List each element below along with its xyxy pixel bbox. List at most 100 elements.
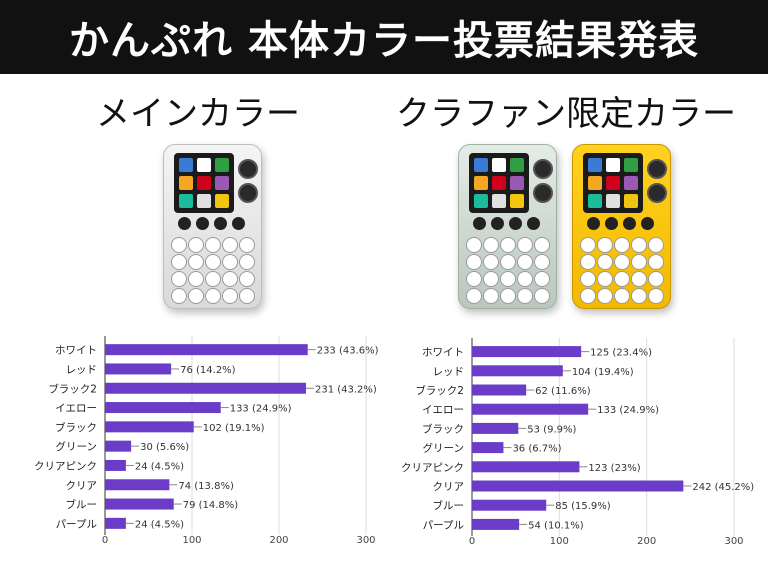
screen-tile [474,176,488,190]
data-label: 233 (43.6%) [317,346,379,357]
data-label: 102 (19.1%) [203,423,265,434]
screen-tile [474,194,488,208]
pad-button [648,237,664,253]
pad-button [614,271,630,287]
device-screen [469,153,529,213]
data-label: 76 (14.2%) [180,365,236,376]
pad-button [239,237,255,253]
screen-tile [492,158,506,172]
pad-button [500,254,516,270]
data-label: 30 (5.6%) [140,442,189,453]
function-button [509,217,522,230]
category-label: クリアピンク [34,460,97,472]
pad-button [171,254,187,270]
screen-tile [197,176,211,190]
function-button [178,217,191,230]
category-label: パープル [423,519,464,531]
bar [472,365,563,377]
pad-button [534,288,550,304]
knob [238,159,258,179]
pad-button [500,288,516,304]
category-label: ブルー [66,498,98,511]
pad-button [614,288,630,304]
pad-button [517,254,533,270]
screen-tile [215,176,229,190]
data-label: 54 (10.1%) [528,520,584,531]
pad-button [222,271,238,287]
pad-button [171,288,187,304]
category-label: レッド [66,364,98,376]
data-label: 79 (14.8%) [183,500,239,511]
bar [472,518,520,530]
page-title-banner: かんぷれ 本体カラー投票結果発表 [0,0,768,74]
data-label: 133 (24.9%) [597,405,659,416]
function-button [214,217,227,230]
pad-button [205,254,221,270]
knob [238,183,258,203]
screen-tile [197,194,211,208]
function-button [623,217,636,230]
category-label: グリーン [56,440,97,453]
data-label: 104 (19.4%) [572,367,634,378]
x-tick-label: 0 [102,535,108,546]
screen-tile [179,176,193,190]
pad-button [614,254,630,270]
category-label: ブラック2 [48,382,97,395]
page-title: かんぷれ 本体カラー投票結果発表 [69,18,699,64]
pad-button [597,254,613,270]
pad-button [222,288,238,304]
pad-button [483,237,499,253]
pad-button [534,237,550,253]
category-label: クリア [433,481,465,493]
bar [105,479,170,491]
data-label: 231 (43.2%) [315,384,377,395]
screen-tile [588,194,602,208]
pad-button [631,271,647,287]
screen-tile [588,176,602,190]
pad-button [222,254,238,270]
category-label: ホワイト [422,347,464,359]
x-tick-label: 300 [724,536,743,547]
device-image-clear [458,144,557,309]
chart-main-color: 0 100 200 300 ホワイト 233 (43.6%) レッド 76 (14.2%) ブラ… [34,336,379,546]
pad-button [580,254,596,270]
bar [105,498,174,510]
screen-tile [492,176,506,190]
bar [472,346,582,358]
category-label: イエロー [422,404,464,416]
screen-tile [588,158,602,172]
device-screen [174,153,234,213]
function-button [587,217,600,230]
category-label: ホワイト [55,345,97,357]
pad-button [466,271,482,287]
function-button [605,217,618,230]
screen-tile [492,194,506,208]
pad-button [483,254,499,270]
pad-button [648,254,664,270]
data-label: 242 (45.2%) [692,482,754,493]
pad-button [222,237,238,253]
x-tick-label: 300 [356,535,375,546]
knob [647,183,667,203]
pad-button [597,288,613,304]
knob [533,183,553,203]
pad-button [171,271,187,287]
bar [105,421,194,433]
bar [105,382,306,394]
pad-button [239,271,255,287]
screen-tile [624,194,638,208]
screen-tile [510,158,524,172]
bar [472,403,589,415]
category-label: グリーン [423,442,464,455]
bar [105,459,126,471]
screen-tile [197,158,211,172]
pad-button [171,237,187,253]
category-label: イエロー [55,403,97,415]
function-button [196,217,209,230]
data-label: 36 (6.7%) [512,444,561,455]
category-label: クリア [66,480,98,492]
bar [472,384,527,396]
pad-button [500,237,516,253]
pad-button [580,271,596,287]
screen-tile [179,158,193,172]
